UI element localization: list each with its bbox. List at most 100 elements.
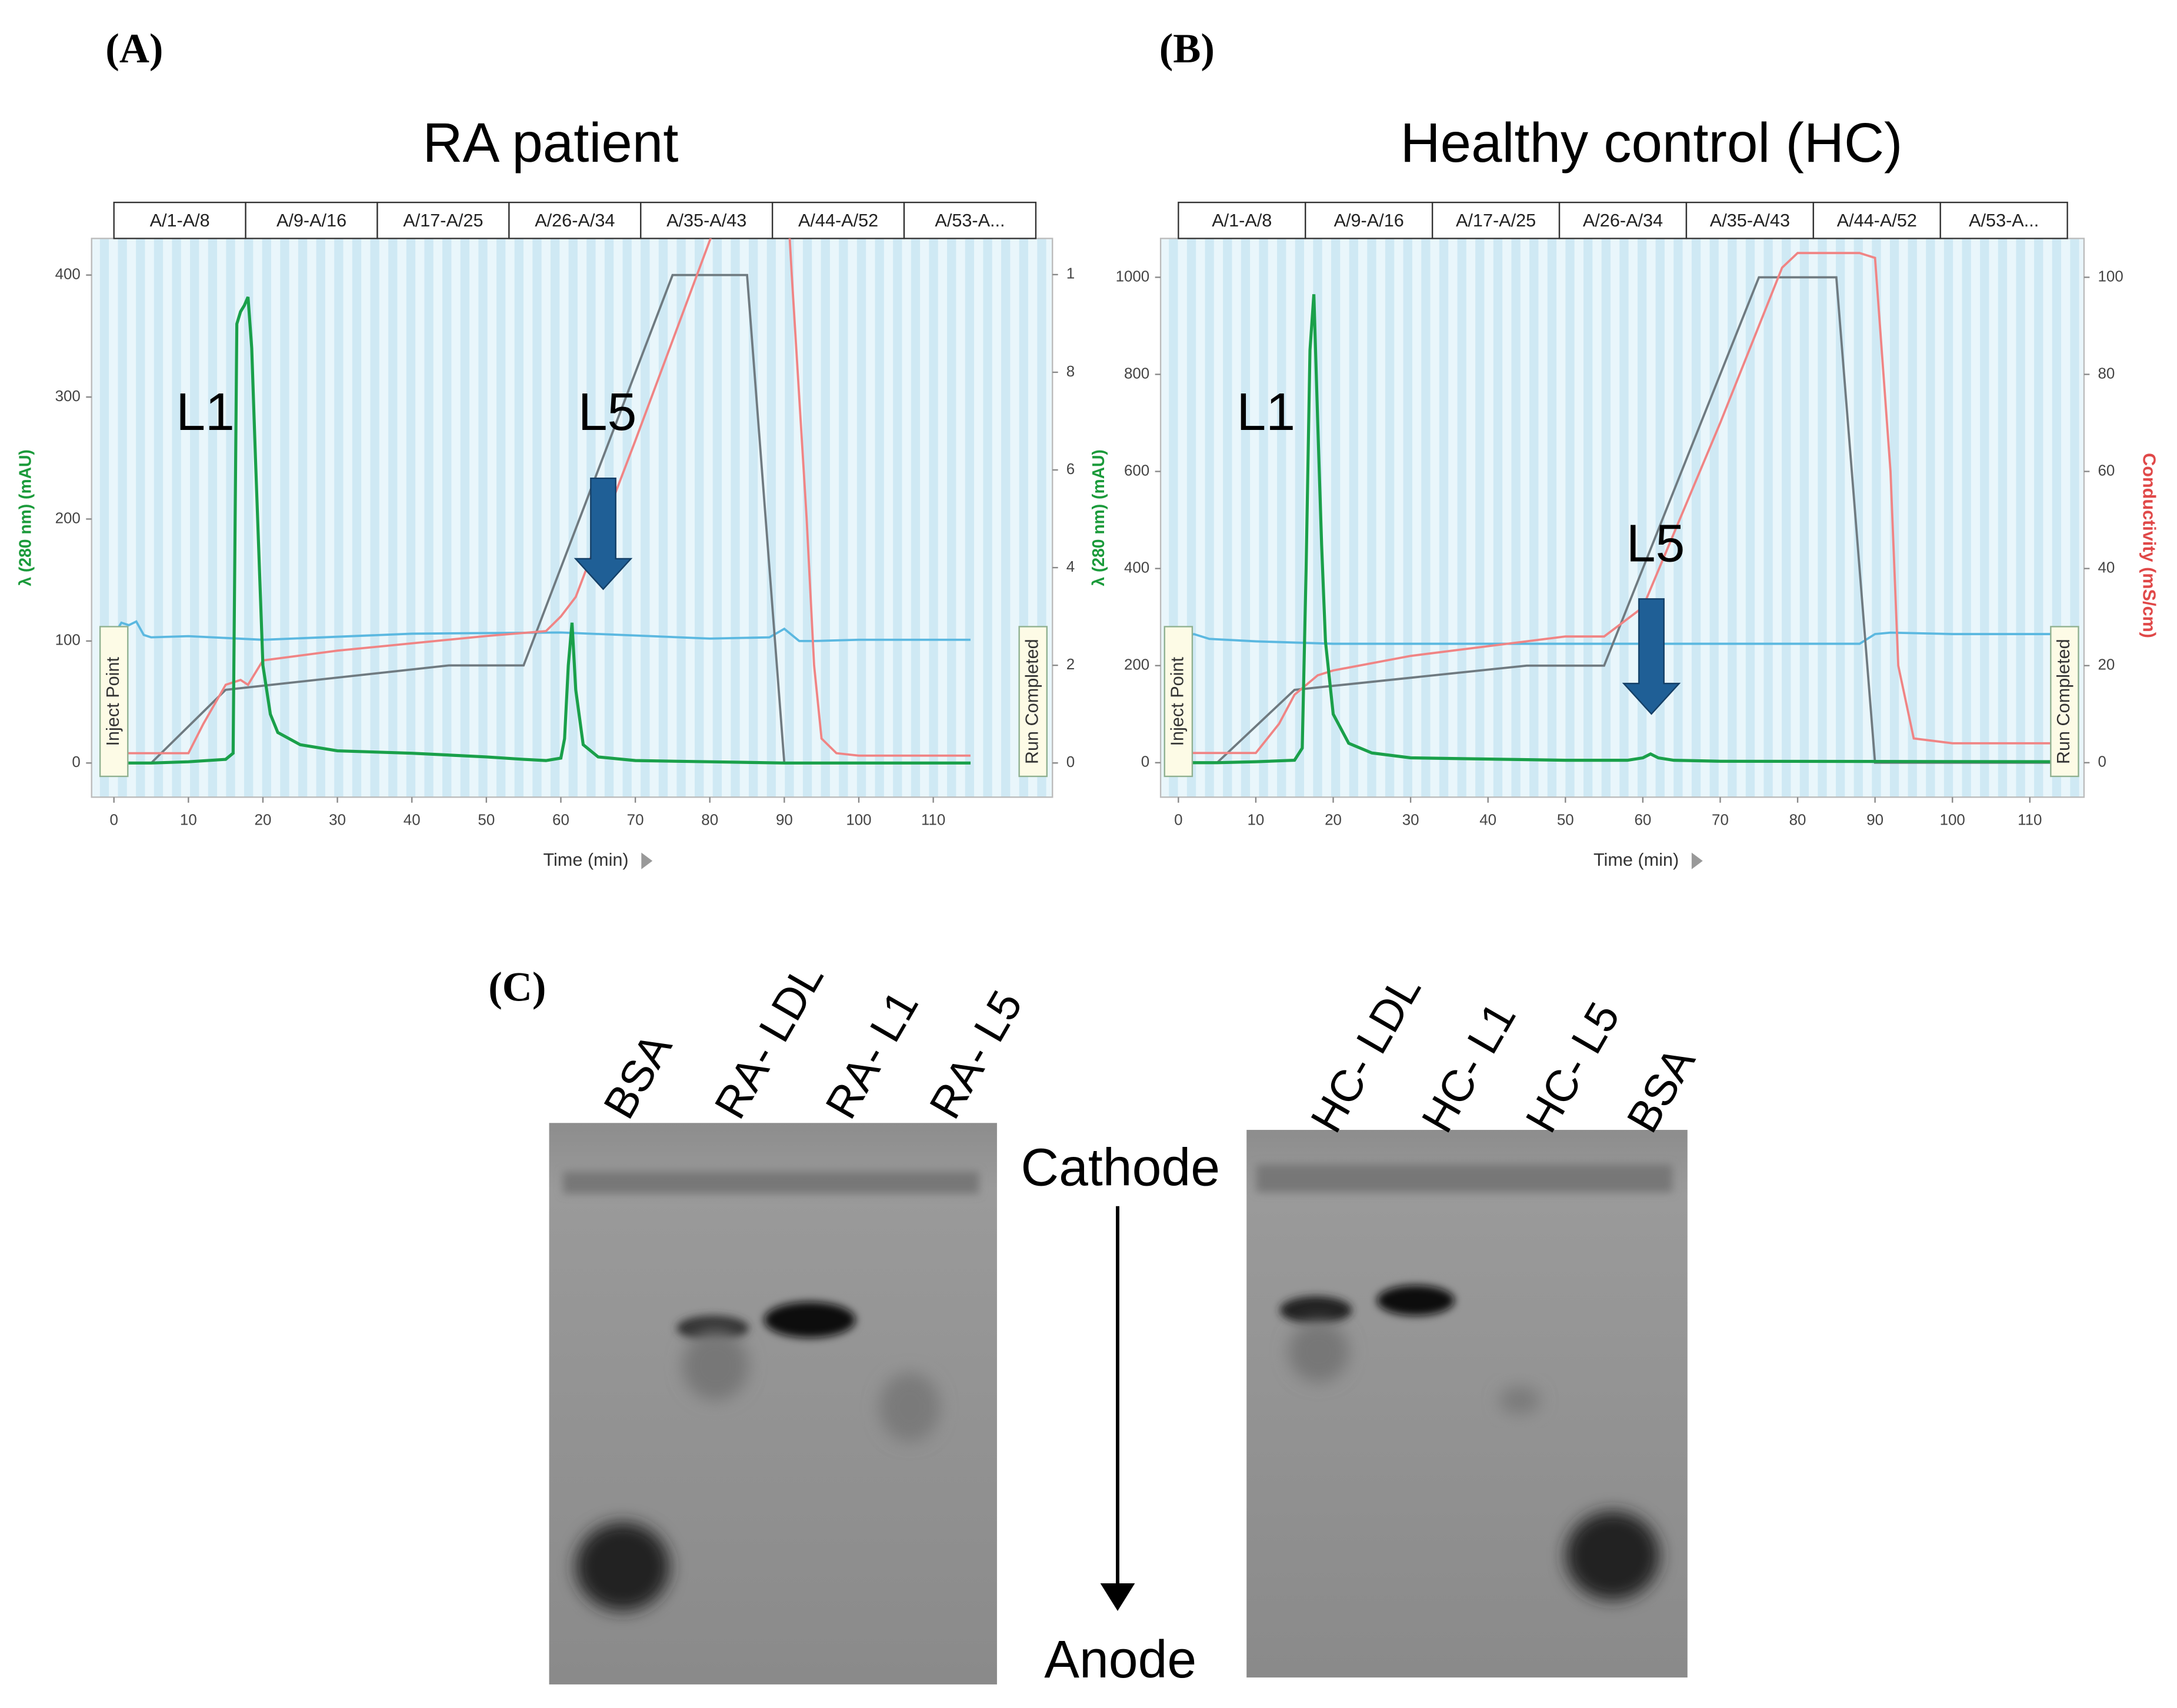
x-tick-label: 70 xyxy=(627,812,644,828)
stripe xyxy=(766,238,776,798)
x-tick-label: 100 xyxy=(846,812,871,828)
fraction-label: A/53-A... xyxy=(1969,211,2039,231)
stripe xyxy=(1295,238,1305,798)
cathode-label: Cathode xyxy=(1021,1137,1220,1196)
stripe xyxy=(658,238,668,798)
fraction-label: A/17-A/25 xyxy=(1456,211,1536,231)
fraction-label: A/1-A/8 xyxy=(1212,211,1272,231)
stripe xyxy=(1457,238,1466,798)
x-tick-label: 20 xyxy=(255,812,272,828)
series-line xyxy=(114,296,971,765)
anode-label: Anode xyxy=(1044,1630,1196,1689)
fraction-label: A/26-A/34 xyxy=(535,211,615,231)
stripe xyxy=(1980,238,1989,798)
smear xyxy=(1288,1321,1349,1383)
stripe xyxy=(1493,238,1503,798)
stripe xyxy=(622,238,632,798)
x-axis-arrow xyxy=(641,852,653,869)
y2-tick-label: 60 xyxy=(2098,462,2115,479)
stripe xyxy=(1943,238,1953,798)
stripe xyxy=(676,238,686,798)
panel-label: (C) xyxy=(488,965,546,1010)
marker-box xyxy=(1163,626,1193,778)
stripe xyxy=(424,238,434,798)
y-tick-label: 1000 xyxy=(1116,268,1150,285)
stripe xyxy=(965,238,975,798)
y2-tick-label: 0 xyxy=(1066,754,1075,770)
stripe xyxy=(695,238,704,798)
stripe xyxy=(352,238,362,798)
x-tick-label: 100 xyxy=(1940,812,1965,828)
fraction-box xyxy=(1431,201,1561,239)
y-tick-label: 800 xyxy=(1124,365,1149,382)
stripe xyxy=(550,238,560,798)
stripe xyxy=(496,238,506,798)
y2-tick-label: 4 xyxy=(1066,559,1075,575)
x-tick-label: 80 xyxy=(701,812,718,828)
stripe xyxy=(1529,238,1539,798)
stripe xyxy=(1908,238,1917,798)
fraction-box xyxy=(1939,201,2068,239)
stripe xyxy=(2016,238,2025,798)
stripe xyxy=(821,238,830,798)
stripe xyxy=(929,238,938,798)
y-tick-label: 400 xyxy=(55,266,81,282)
band xyxy=(575,1522,670,1611)
x-tick-label: 0 xyxy=(1174,812,1182,828)
fraction-box xyxy=(376,201,510,239)
stripe xyxy=(1673,238,1683,798)
y-axis-label: λ (280 nm) (mAU) xyxy=(1089,449,1108,586)
stripe xyxy=(136,238,145,798)
stripe xyxy=(1439,238,1449,798)
x-tick-label: 10 xyxy=(180,812,197,828)
peak-arrow xyxy=(574,478,633,591)
y2-tick-label: 100 xyxy=(2098,268,2123,285)
peak-label: L1 xyxy=(1236,382,1295,441)
y2-axis-label: Conductivity (mS/cm) xyxy=(2139,453,2159,638)
series-line xyxy=(1178,294,2069,765)
stripe xyxy=(388,238,398,798)
y-tick-label: 0 xyxy=(1141,754,1149,770)
chart-title: Healthy control (HC) xyxy=(1401,112,1903,174)
y2-tick-label: 6 xyxy=(1066,461,1075,478)
stripe xyxy=(1728,238,1737,798)
marker-label: Inject Point xyxy=(103,656,123,746)
x-axis-label: Time (min) xyxy=(543,850,628,870)
stripe xyxy=(244,238,254,798)
stripe xyxy=(1403,238,1412,798)
stripe xyxy=(442,238,452,798)
lane-label: HC- L5 xyxy=(1516,994,1629,1140)
x-tick-label: 0 xyxy=(109,812,118,828)
y-tick-label: 0 xyxy=(72,754,80,770)
x-tick-label: 90 xyxy=(1866,812,1883,828)
stripe xyxy=(1926,238,1935,798)
stripe xyxy=(334,238,344,798)
peak-label: L1 xyxy=(176,382,235,441)
x-tick-label: 110 xyxy=(2018,812,2042,828)
stripe xyxy=(839,238,848,798)
stripe xyxy=(1223,238,1232,798)
x-tick-label: 50 xyxy=(478,812,495,828)
stripe xyxy=(1475,238,1485,798)
y2-tick-label: 2 xyxy=(1066,656,1075,673)
marker-label: Inject Point xyxy=(1167,656,1187,746)
x-tick-label: 50 xyxy=(1557,812,1574,828)
x-tick-label: 80 xyxy=(1789,812,1806,828)
y2-tick-label: 1 xyxy=(1066,266,1075,282)
stripe xyxy=(514,238,524,798)
stripe xyxy=(280,238,289,798)
y-tick-label: 300 xyxy=(55,388,81,405)
peak-label: L5 xyxy=(1626,514,1685,573)
fraction-label: A/26-A/34 xyxy=(1583,211,1663,231)
stripe xyxy=(1619,238,1629,798)
stripe xyxy=(1998,238,2008,798)
marker-box xyxy=(2050,626,2079,778)
stripe xyxy=(1205,238,1214,798)
fraction-label: A/53-A... xyxy=(935,211,1005,231)
lane-label: RA- L5 xyxy=(920,982,1032,1126)
stripe xyxy=(2034,238,2043,798)
smear xyxy=(1499,1386,1541,1415)
y2-tick-label: 8 xyxy=(1066,363,1075,380)
stripe xyxy=(785,238,794,798)
marker-label: Run Completed xyxy=(2053,639,2073,764)
